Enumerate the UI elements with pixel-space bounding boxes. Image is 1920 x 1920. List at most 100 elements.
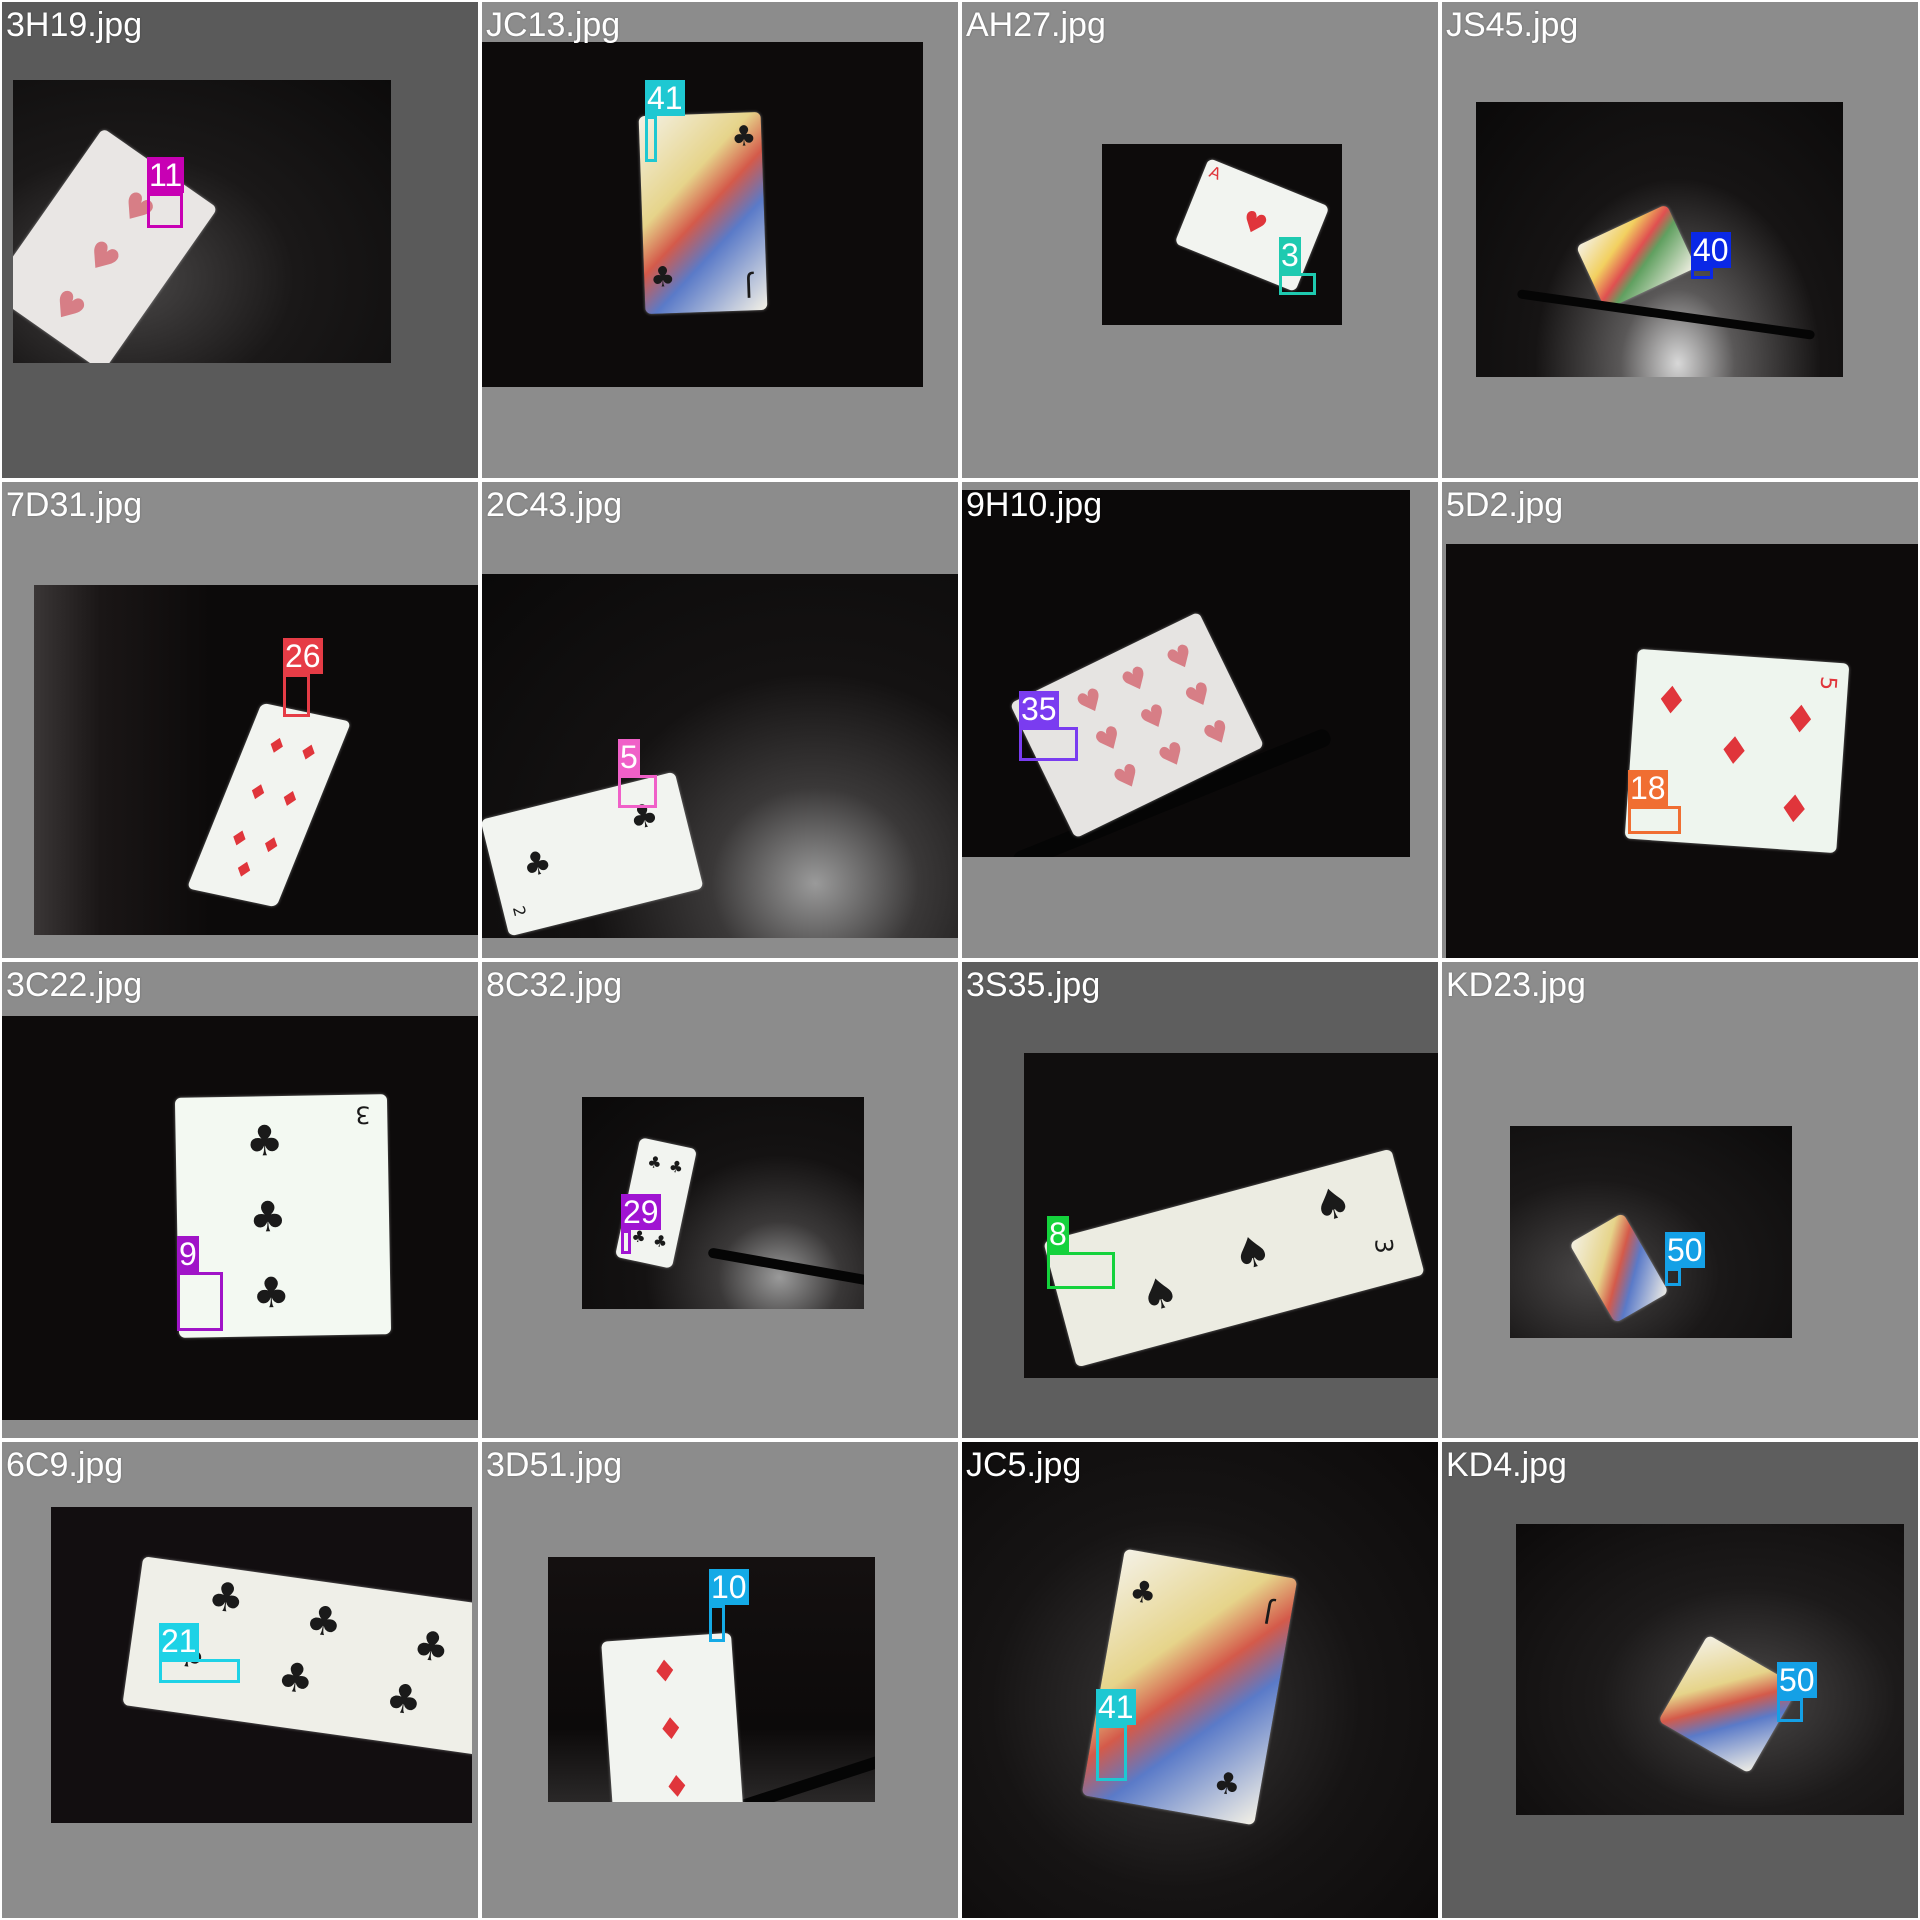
tile-filename: 9H10.jpg [966, 486, 1103, 524]
rank-mark: 5 [1814, 675, 1841, 691]
tile-filename: KD4.jpg [1446, 1446, 1567, 1484]
image-tile: ♣ ♣ J JC5.jpg 41 [962, 1442, 1438, 1918]
playing-card: ♣ ♣ J [638, 111, 768, 315]
detection-label: 10 [709, 1569, 749, 1605]
heart-pip: ♥ [1134, 696, 1175, 740]
detection-box [1047, 1252, 1115, 1289]
image-tile: ♦ ♦ ♦ 3D51.jpg 10 [482, 1442, 958, 1918]
heart-pip: ♥ [77, 232, 128, 285]
heart-pip: ♥ [1152, 734, 1193, 778]
photo: ♦ ♦ ♦ ♦ ♦ ♦ ♦ [34, 585, 478, 935]
diamond-pip: ♦ [662, 1768, 692, 1802]
club-pip: ♣ [205, 1572, 248, 1624]
detection-box [1691, 268, 1713, 279]
detection-box [645, 116, 657, 162]
club-pip: ♣ [251, 1267, 291, 1318]
tile-filename: 3S35.jpg [966, 966, 1101, 1004]
tile-filename: AH27.jpg [966, 6, 1106, 44]
tile-filename: 8C32.jpg [486, 966, 623, 1004]
club-pip: ♣ [645, 1151, 664, 1174]
image-tile: ♣ ♣ ♣ ♣ 8C32.jpg 29 [482, 962, 958, 1438]
stick [707, 1247, 864, 1287]
detection-box [1777, 1698, 1803, 1722]
rank-mark: J [1261, 1596, 1276, 1631]
tile-filename: JC13.jpg [486, 6, 621, 44]
image-tile: A ♥ AH27.jpg 3 [962, 2, 1438, 478]
club-pip: ♣ [1126, 1573, 1160, 1613]
detection-label: 21 [159, 1623, 199, 1659]
detection-label: 9 [177, 1236, 199, 1272]
photo: ♥ ♥ ♥ ♥ ♥ ♥ ♥ ♥ ♥ [962, 490, 1410, 857]
detection-label: 5 [618, 739, 640, 775]
detection-label: 50 [1665, 1232, 1705, 1268]
detection-label: 3 [1279, 237, 1301, 273]
photo: ♥ ♥ ♥ [13, 80, 391, 363]
detection-label: 18 [1628, 770, 1668, 806]
photo: ♣ ♣ 2 [482, 574, 958, 938]
playing-card: ♣ ♣ 2 [482, 771, 704, 937]
image-tile: KD4.jpg 50 [1442, 1442, 1918, 1918]
playing-card: ♦ ♦ ♦ [601, 1632, 745, 1802]
heart-pip: ♥ [1071, 680, 1111, 725]
detection-box [709, 1605, 725, 1642]
playing-card: ♦ ♦ ♦ ♦ ♦ ♦ ♦ [186, 702, 352, 908]
detection-label: 26 [283, 638, 323, 674]
detection-box [1279, 273, 1316, 295]
image-tile: ♥ ♥ ♥ ♥ ♥ ♥ ♥ ♥ ♥ 9H10.jpg 35 [962, 482, 1438, 958]
diamond-pip: ♦ [243, 779, 273, 807]
heart-pip: ♥ [1161, 636, 1201, 681]
stick [730, 1751, 875, 1802]
photo: A ♥ [1102, 144, 1342, 325]
club-pip: ♣ [245, 1115, 284, 1166]
tile-filename: 3D51.jpg [486, 1446, 623, 1484]
detection-box [1628, 806, 1681, 834]
detection-box [1019, 727, 1078, 761]
diamond-pip: ♦ [656, 1711, 686, 1749]
photo: ♠ ♠ ♠ 3 [1024, 1053, 1438, 1378]
detection-label: 40 [1691, 232, 1731, 268]
diamond-pip: ♦ [293, 739, 323, 768]
diamond-pip: ♦ [650, 1653, 680, 1691]
stick [1516, 289, 1816, 340]
heart-pip: ♥ [1116, 658, 1156, 703]
image-tile: KD23.jpg 50 [1442, 962, 1918, 1438]
image-tile: JS45.jpg 40 [1442, 2, 1918, 478]
tile-filename: 6C9.jpg [6, 1446, 124, 1484]
image-tile: ♦ ♦ ♦ ♦ 5 5D2.jpg 18 [1442, 482, 1918, 958]
heart-pip: ♥ [1179, 674, 1219, 718]
detection-label: 35 [1019, 691, 1059, 727]
image-tile: ♣ ♣ ♣ ♣ ♣ ♣ 6C9.jpg 21 [2, 1442, 478, 1918]
detection-box [177, 1272, 223, 1331]
detection-box [1096, 1725, 1127, 1781]
detection-box [159, 1659, 240, 1683]
rank-mark: 3 [354, 1100, 371, 1129]
tile-filename: JC5.jpg [966, 1446, 1082, 1484]
playing-card: ♣ ♣ J [1081, 1548, 1298, 1826]
spade-pip: ♠ [1135, 1265, 1185, 1323]
spade-pip: ♠ [1307, 1175, 1357, 1233]
photo: ♣ ♣ J [962, 1442, 1438, 1918]
image-tile: ♦ ♦ ♦ ♦ ♦ ♦ ♦ 7D31.jpg 26 [2, 482, 478, 958]
photo [1516, 1524, 1904, 1815]
tile-filename: KD23.jpg [1446, 966, 1586, 1004]
rank-mark: 2 [508, 904, 530, 919]
heart-pip: ♥ [42, 281, 93, 334]
tile-filename: 3C22.jpg [6, 966, 143, 1004]
club-pip: ♣ [518, 841, 556, 886]
club-pip: ♣ [651, 1230, 670, 1253]
detection-box [1665, 1268, 1681, 1286]
club-pip: ♣ [382, 1674, 425, 1726]
diamond-pip: ♦ [224, 825, 254, 854]
club-pip: ♣ [410, 1621, 453, 1673]
detection-box [283, 674, 310, 717]
image-tile: ♣ ♣ 2 2C43.jpg 5 [482, 482, 958, 958]
playing-card: A ♥ [1174, 158, 1330, 292]
detection-label: 8 [1047, 1216, 1069, 1252]
club-pip: ♣ [248, 1191, 288, 1242]
club-pip: ♣ [274, 1653, 317, 1704]
tile-filename: 2C43.jpg [486, 486, 623, 524]
photo: ♦ ♦ ♦ ♦ 5 [1446, 544, 1918, 958]
detection-box [618, 775, 657, 808]
diamond-pip: ♦ [228, 856, 258, 885]
